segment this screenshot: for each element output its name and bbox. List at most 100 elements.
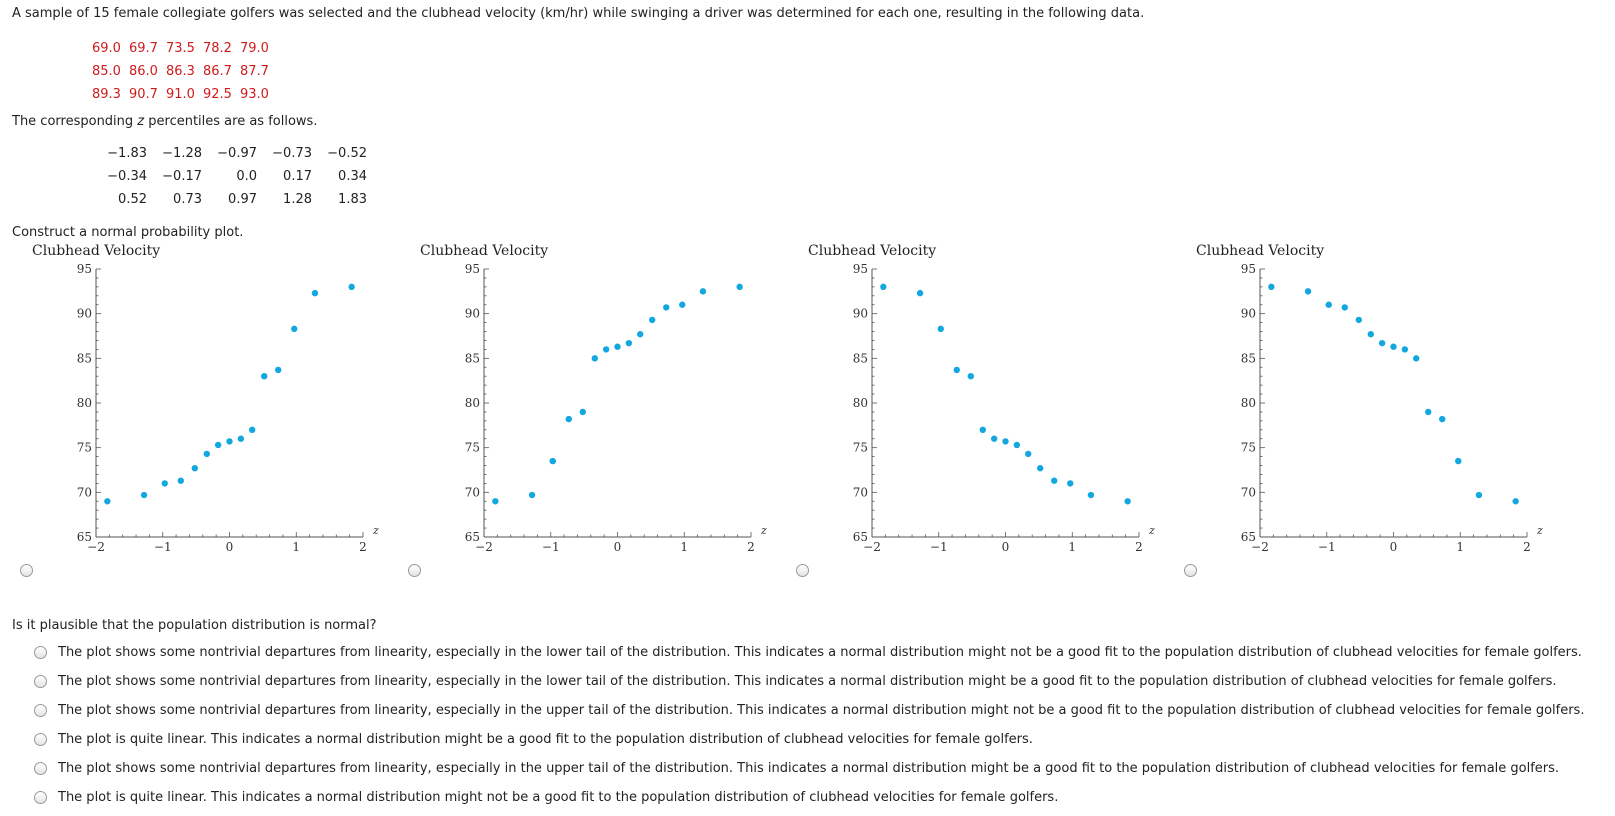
- scatter-chart-2: Clubhead Velocity 65 70 75 80 85 90 95 −2 −1 0 1 2z: [420, 243, 767, 554]
- z-value: 0.0: [236, 169, 257, 184]
- x-tick-label: 2: [747, 540, 755, 554]
- data-point: [1378, 339, 1386, 347]
- x-tick-label: −2: [863, 540, 881, 554]
- data-point: [736, 283, 743, 291]
- data-point: [214, 441, 222, 449]
- y-tick-label: 65: [1241, 530, 1256, 544]
- data-point: [1512, 498, 1519, 505]
- z-value: −0.17: [162, 169, 202, 184]
- y-tick-label: 95: [465, 262, 480, 276]
- plot-choice-radio-2[interactable]: [408, 564, 421, 577]
- data-point: [990, 435, 998, 442]
- y-tick-label: 65: [77, 530, 92, 544]
- answer-radio-6[interactable]: [34, 791, 47, 804]
- velocity-row: 69.0 69.7 73.5 78.2 79.0: [92, 37, 277, 60]
- x-tick-label: −1: [930, 540, 948, 554]
- y-tick-label: 70: [853, 485, 868, 499]
- y-tick-label: 70: [465, 485, 480, 499]
- z-value: −0.34: [107, 169, 147, 184]
- normal-probability-plot-1: Clubhead Velocity 65 70 75 80 85 90 95 −2 −1 0 1 2 z: [28, 243, 408, 575]
- answer-text-4: The plot is quite linear. This indicates…: [58, 732, 1033, 747]
- z-value: 0.17: [283, 169, 312, 184]
- scatter-chart-3: Clubhead Velocity 65 70 75 80 85 90 95 −2 −1 0 1 2z: [808, 243, 1155, 554]
- y-tick-label: 85: [465, 351, 480, 365]
- plot-choice-radio-3[interactable]: [796, 564, 809, 577]
- data-point: [161, 480, 168, 487]
- y-tick-label: 95: [1241, 262, 1256, 276]
- y-tick-label: 85: [1241, 351, 1256, 365]
- data-point: [311, 289, 319, 297]
- data-point: [1412, 355, 1420, 362]
- percentile-text-before: The corresponding: [12, 114, 138, 129]
- data-point: [1455, 457, 1462, 465]
- y-tick-label: 80: [853, 396, 868, 410]
- scatter-chart-1: Clubhead Velocity 65 70 75 80 85 90 95 −2 −1 0 1 2z: [32, 243, 379, 554]
- velocity-value: 86.7: [203, 64, 232, 79]
- data-point: [880, 283, 887, 291]
- x-tick-label: −1: [1318, 540, 1336, 554]
- data-point: [248, 426, 256, 433]
- answer-text-1: The plot shows some nontrivial departure…: [58, 645, 1582, 660]
- answer-text-2: The plot shows some nontrivial departure…: [58, 674, 1557, 689]
- y-tick-label: 80: [1241, 396, 1256, 410]
- z-value: 0.34: [338, 169, 367, 184]
- answer-radio-2[interactable]: [34, 675, 47, 688]
- plot-choice-radio-4[interactable]: [1184, 564, 1197, 577]
- data-point: [177, 477, 184, 484]
- y-tick-label: 90: [465, 307, 480, 321]
- z-row: −1.83 −1.28 −0.97 −0.73 −0.52: [92, 142, 367, 165]
- y-tick-label: 75: [77, 441, 92, 455]
- data-point: [699, 288, 707, 295]
- velocity-value: 87.7: [240, 64, 269, 79]
- y-tick-label: 95: [77, 262, 92, 276]
- y-tick-label: 65: [465, 530, 480, 544]
- data-point: [614, 343, 621, 350]
- question-text: Is it plausible that the population dist…: [12, 618, 377, 633]
- answer-radio-1[interactable]: [34, 646, 47, 659]
- y-tick-label: 90: [77, 307, 92, 321]
- data-point: [649, 316, 656, 324]
- z-value: −1.28: [162, 146, 202, 161]
- answer-radio-5[interactable]: [34, 762, 47, 775]
- data-point: [1013, 441, 1021, 449]
- y-tick-label: 70: [77, 485, 92, 499]
- y-tick-label: 65: [853, 530, 868, 544]
- data-point: [1390, 343, 1397, 350]
- velocity-value: 73.5: [166, 41, 195, 56]
- normal-probability-plot-4: Clubhead Velocity 65 70 75 80 85 90 95 −2 −1 0 1 2 z: [1192, 243, 1572, 575]
- percentile-text: The corresponding z percentiles are as f…: [12, 114, 317, 129]
- velocity-value: 79.0: [240, 41, 269, 56]
- chart-title: Clubhead Velocity: [1196, 243, 1324, 259]
- data-point: [1268, 283, 1275, 291]
- answer-radio-3[interactable]: [34, 704, 47, 717]
- x-tick-label: 2: [359, 540, 367, 554]
- data-point: [191, 465, 198, 472]
- data-point: [261, 373, 268, 380]
- plot-choice-radio-1[interactable]: [20, 564, 33, 577]
- data-point: [237, 435, 245, 442]
- data-point: [679, 301, 686, 308]
- answer-text-6: The plot is quite linear. This indicates…: [58, 790, 1059, 805]
- data-point: [104, 498, 111, 505]
- velocity-data-table: 69.0 69.7 73.5 78.2 79.0 85.0 86.0 86.3 86.7 87.…: [92, 37, 277, 106]
- x-axis-label: z: [1536, 524, 1543, 537]
- x-tick-label: 1: [1456, 540, 1464, 554]
- data-point: [937, 325, 944, 333]
- z-row: −0.34 −0.17 0.0 0.17 0.34: [92, 165, 367, 188]
- velocity-value: 69.0: [92, 41, 121, 56]
- data-point: [1037, 465, 1044, 472]
- chart-title: Clubhead Velocity: [420, 243, 548, 259]
- data-point: [1439, 415, 1446, 423]
- x-tick-label: 2: [1523, 540, 1531, 554]
- x-tick-label: 2: [1135, 540, 1143, 554]
- x-tick-label: 0: [1002, 540, 1010, 554]
- data-point: [579, 408, 586, 416]
- construct-text: Construct a normal probability plot.: [12, 225, 244, 240]
- data-point: [140, 491, 148, 499]
- data-point: [636, 331, 644, 338]
- answer-radio-4[interactable]: [34, 733, 47, 746]
- y-tick-label: 75: [853, 441, 868, 455]
- z-value: 0.73: [173, 192, 202, 207]
- data-point: [591, 355, 599, 362]
- data-point: [203, 450, 211, 458]
